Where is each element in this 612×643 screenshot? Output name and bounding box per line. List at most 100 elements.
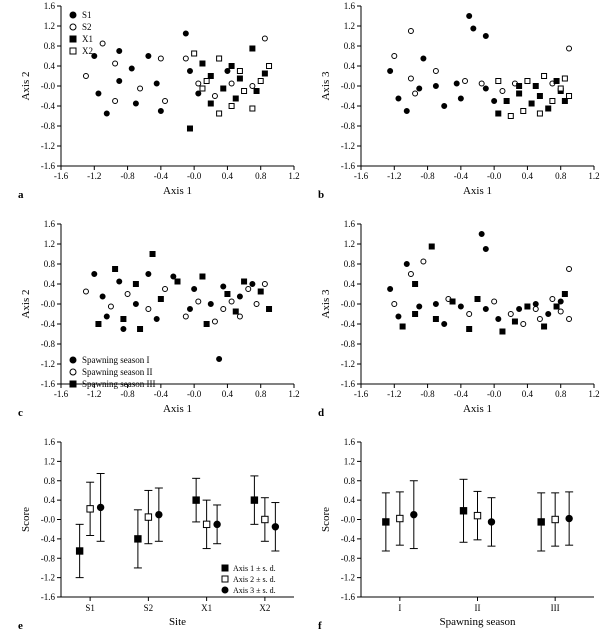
points <box>83 252 271 362</box>
svg-text:-0.0: -0.0 <box>487 389 502 399</box>
panel-d: -1.6-1.2-0.8-0.4-0.00.40.81.2-1.6-1.2-0.… <box>315 218 600 418</box>
legend: Spawning season I Spawning season II Spawn… <box>70 355 156 389</box>
svg-text:-0.0: -0.0 <box>341 81 356 91</box>
svg-text:0.4: 0.4 <box>344 61 356 71</box>
svg-text:0.8: 0.8 <box>44 259 56 269</box>
xlabel: Axis 1 <box>163 185 192 197</box>
svg-text:-0.4: -0.4 <box>154 171 169 181</box>
svg-text:-0.0: -0.0 <box>41 81 56 91</box>
svg-text:Axis 2 ± s. d.: Axis 2 ± s. d. <box>233 575 276 584</box>
svg-text:-0.4: -0.4 <box>341 101 356 111</box>
svg-text:0.8: 0.8 <box>555 389 567 399</box>
svg-text:-0.8: -0.8 <box>41 553 56 563</box>
svg-text:-0.4: -0.4 <box>154 389 169 399</box>
svg-text:0.4: 0.4 <box>522 171 534 181</box>
xlabel: Axis 1 <box>163 403 192 415</box>
svg-text:-1.2: -1.2 <box>387 171 401 181</box>
panel-key: b <box>318 189 324 200</box>
svg-text:-0.0: -0.0 <box>187 389 202 399</box>
svg-text:1.6: 1.6 <box>44 437 56 447</box>
xlabel: Axis 1 <box>463 403 492 415</box>
svg-text:-1.2: -1.2 <box>341 141 355 151</box>
panel-e: -1.6-1.2-0.8-0.4-0.00.40.81.21.6S1S2X1X2… <box>15 436 300 631</box>
svg-text:-1.2: -1.2 <box>41 573 55 583</box>
panel-c: -1.6-1.2-0.8-0.4-0.00.40.81.2-1.6-1.2-0.… <box>15 218 300 418</box>
series <box>76 473 280 577</box>
svg-text:1.2: 1.2 <box>588 389 599 399</box>
svg-text:-0.0: -0.0 <box>41 515 56 525</box>
svg-text:Score: Score <box>320 507 332 532</box>
svg-text:-0.4: -0.4 <box>341 534 356 544</box>
svg-text:-1.2: -1.2 <box>387 389 401 399</box>
svg-text:S1: S1 <box>85 603 95 613</box>
svg-text:-1.2: -1.2 <box>87 389 101 399</box>
svg-text:1.6: 1.6 <box>344 437 356 447</box>
svg-text:X1: X1 <box>82 34 93 44</box>
svg-text:-0.8: -0.8 <box>120 389 135 399</box>
points <box>388 232 572 335</box>
svg-text:-1.2: -1.2 <box>341 359 355 369</box>
svg-text:-1.2: -1.2 <box>41 359 55 369</box>
svg-text:1.6: 1.6 <box>44 1 56 11</box>
svg-text:0.4: 0.4 <box>222 389 234 399</box>
svg-text:I: I <box>398 603 401 613</box>
svg-text:-1.6: -1.6 <box>341 161 356 171</box>
svg-text:0.4: 0.4 <box>44 61 56 71</box>
svg-text:-0.0: -0.0 <box>187 171 202 181</box>
svg-text:Spawning season II: Spawning season II <box>82 367 153 377</box>
svg-text:1.6: 1.6 <box>344 219 356 229</box>
svg-text:0.8: 0.8 <box>255 389 267 399</box>
svg-text:-0.0: -0.0 <box>487 171 502 181</box>
svg-text:-0.8: -0.8 <box>41 121 56 131</box>
svg-text:0.8: 0.8 <box>344 476 356 486</box>
svg-text:S1: S1 <box>82 10 92 20</box>
svg-text:-0.8: -0.8 <box>341 121 356 131</box>
svg-text:X2: X2 <box>259 603 270 613</box>
svg-text:0.8: 0.8 <box>344 259 356 269</box>
svg-text:S2: S2 <box>144 603 154 613</box>
svg-text:0.4: 0.4 <box>222 171 234 181</box>
svg-text:-1.6: -1.6 <box>54 171 69 181</box>
svg-text:0.8: 0.8 <box>44 41 56 51</box>
svg-text:1.2: 1.2 <box>344 21 355 31</box>
ylabel: Axis 3 <box>320 71 332 101</box>
panel-key: c <box>18 407 23 418</box>
svg-text:Score: Score <box>20 507 32 532</box>
svg-text:1.6: 1.6 <box>344 1 356 11</box>
series <box>382 479 573 551</box>
svg-text:0.4: 0.4 <box>344 279 356 289</box>
svg-text:-0.8: -0.8 <box>420 389 435 399</box>
svg-text:Axis 3 ± s. d.: Axis 3 ± s. d. <box>233 586 276 595</box>
svg-text:f: f <box>318 620 322 631</box>
svg-text:-1.6: -1.6 <box>41 592 56 602</box>
svg-text:Spawning season I: Spawning season I <box>82 355 150 365</box>
svg-text:-0.4: -0.4 <box>341 319 356 329</box>
svg-text:-0.4: -0.4 <box>41 319 56 329</box>
svg-text:1.6: 1.6 <box>44 219 56 229</box>
svg-text:-1.6: -1.6 <box>341 592 356 602</box>
ylabel: Axis 2 <box>20 71 32 100</box>
svg-text:-0.4: -0.4 <box>41 101 56 111</box>
panel-key: a <box>18 189 24 200</box>
svg-text:Spawning season III: Spawning season III <box>82 379 156 389</box>
svg-text:1.2: 1.2 <box>588 171 599 181</box>
svg-text:-0.8: -0.8 <box>41 339 56 349</box>
svg-text:-0.8: -0.8 <box>341 339 356 349</box>
svg-text:1.2: 1.2 <box>288 389 299 399</box>
points <box>388 14 572 119</box>
svg-text:X2: X2 <box>82 46 93 56</box>
svg-text:0.4: 0.4 <box>44 279 56 289</box>
figure: -1.6 -1.2 -0.8 -0.4 -0.0 0.4 0.8 1.2 -1.6 -1.2 -0.… <box>0 0 612 643</box>
svg-text:-1.6: -1.6 <box>354 171 369 181</box>
svg-text:1.2: 1.2 <box>344 456 355 466</box>
svg-text:-0.4: -0.4 <box>454 171 469 181</box>
svg-text:-1.6: -1.6 <box>41 379 56 389</box>
svg-text:-0.8: -0.8 <box>341 553 356 563</box>
svg-text:-0.0: -0.0 <box>41 299 56 309</box>
svg-text:-0.8: -0.8 <box>420 171 435 181</box>
ylabel: Axis 3 <box>320 289 332 319</box>
svg-text:-1.6: -1.6 <box>41 161 56 171</box>
panel-a: -1.6-1.2-0.8-0.4-0.00.40.81.2-1.6-1.2-0.… <box>15 0 300 200</box>
svg-text:-1.6: -1.6 <box>341 379 356 389</box>
svg-text:X1: X1 <box>201 603 212 613</box>
